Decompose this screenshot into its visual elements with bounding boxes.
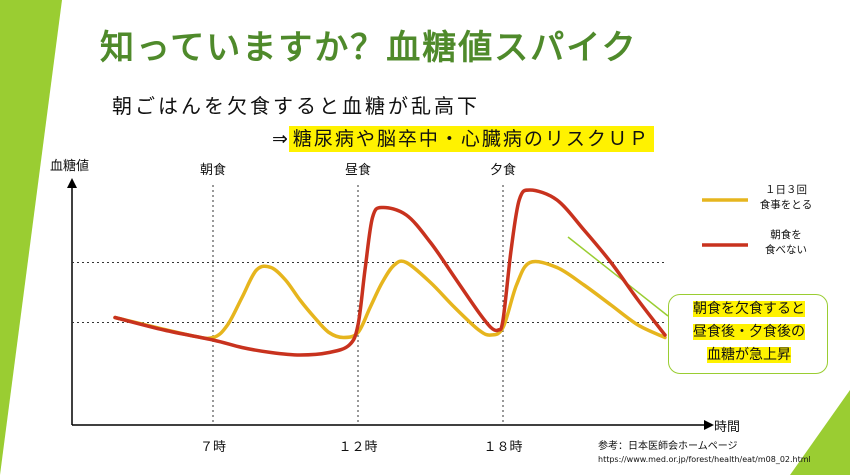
risk-highlight: 糖尿病や脳卒中・心臓病のリスクＵＰ — [288, 126, 654, 152]
legend-label: 食事をとる — [760, 198, 813, 211]
x-tick-label: １８時 — [483, 440, 522, 455]
source-label: 参考：日本医師会ホームページ — [598, 441, 738, 452]
legend-label: １日３回 — [765, 184, 807, 196]
arrow-glyph: ⇒ — [272, 128, 289, 150]
x-tick-label: ７時 — [200, 440, 226, 455]
series-line-skip_breakfast — [113, 188, 667, 357]
risk-line: ⇒ 糖尿病や脳卒中・心臓病のリスクＵＰ — [272, 124, 654, 152]
source-url: https://www.med.or.jp/forest/health/eat/… — [598, 455, 811, 464]
meal-label: 朝食 — [200, 162, 226, 178]
x-tick-label: １２時 — [338, 440, 377, 455]
subtitle: 朝ごはんを欠食すると血糖が乱高下 — [112, 94, 480, 118]
callout-line: 朝食を欠食すると — [693, 301, 805, 317]
page-title: 知っていますか？血糖値スパイク — [100, 28, 638, 68]
y-axis-arrow — [67, 178, 77, 188]
x-axis-label: 時間 — [714, 420, 740, 435]
x-axis-arrow — [704, 420, 714, 430]
meal-label: 昼食 — [345, 162, 371, 178]
legend-label: 食べない — [765, 243, 807, 256]
meal-label: 夕食 — [490, 162, 516, 178]
callout-text: 朝食を欠食すると 昼食後・夕食後の 血糖が急上昇 — [676, 298, 822, 367]
legend-label: 朝食を — [770, 228, 802, 241]
y-axis-label: 血糖値 — [50, 158, 89, 174]
callout-pointer — [567, 236, 669, 317]
series-line-three_meals — [113, 259, 667, 341]
callout-line: 血糖が急上昇 — [707, 347, 791, 363]
callout-line: 昼食後・夕食後の — [693, 324, 805, 340]
